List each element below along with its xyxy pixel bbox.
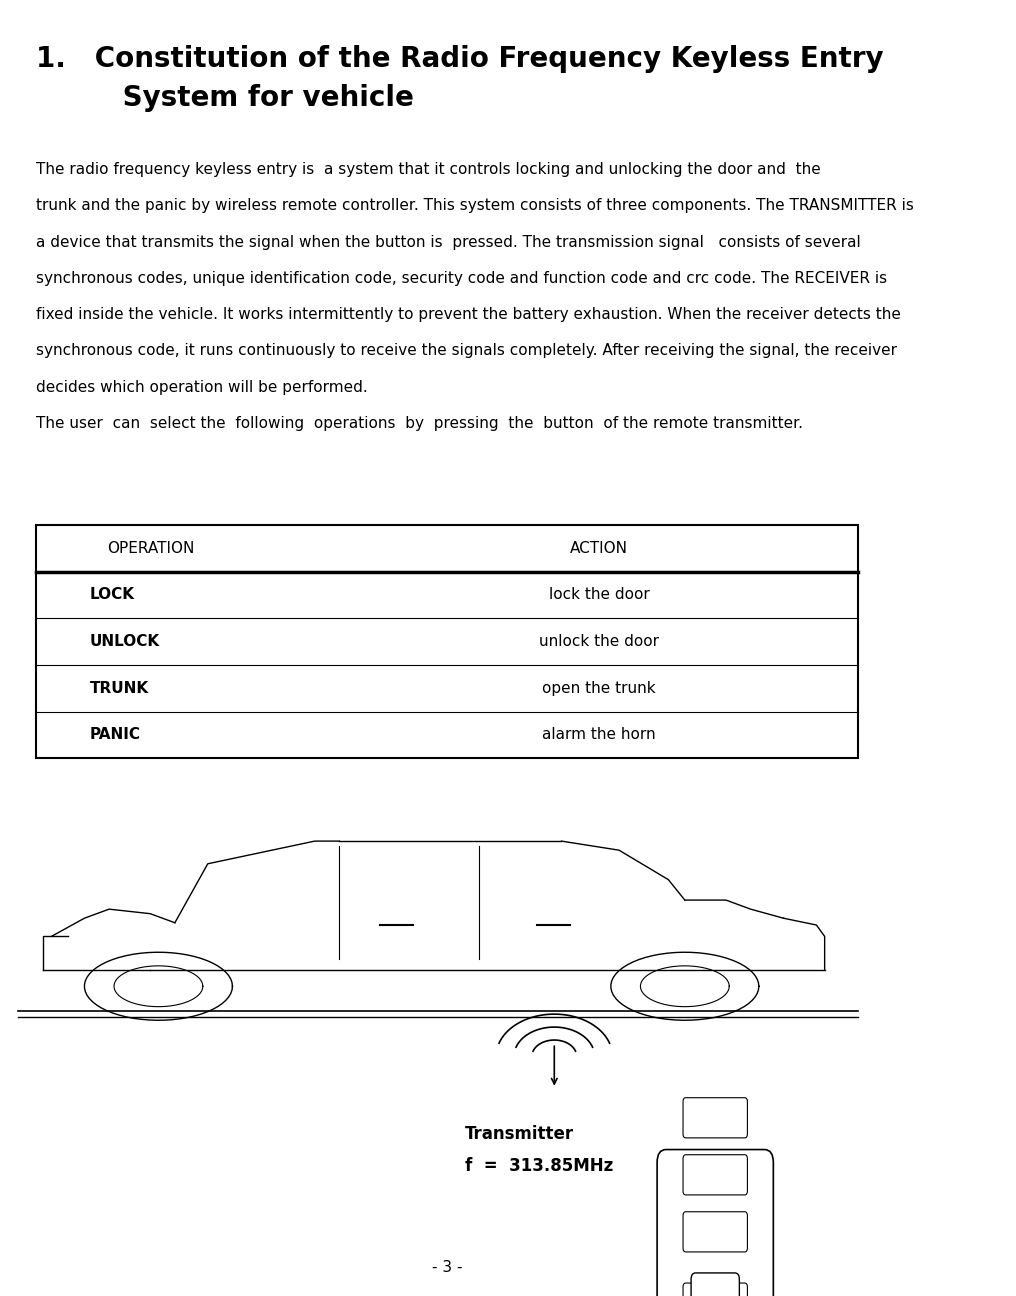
Text: synchronous codes, unique identification code, security code and function code a: synchronous codes, unique identification… (36, 271, 887, 286)
Text: UNLOCK: UNLOCK (89, 634, 160, 649)
Text: fixed inside the vehicle. It works intermittently to prevent the battery exhaust: fixed inside the vehicle. It works inter… (36, 307, 900, 323)
Text: synchronous code, it runs continuously to receive the signals completely. After : synchronous code, it runs continuously t… (36, 343, 897, 359)
Text: LOCK: LOCK (89, 587, 134, 603)
Text: decides which operation will be performed.: decides which operation will be performe… (36, 380, 368, 395)
FancyBboxPatch shape (683, 1212, 748, 1252)
FancyBboxPatch shape (691, 1273, 740, 1296)
Text: a device that transmits the signal when the button is  pressed. The transmission: a device that transmits the signal when … (36, 235, 861, 250)
FancyBboxPatch shape (683, 1283, 748, 1296)
Text: - 3 -: - 3 - (432, 1260, 462, 1275)
Text: f  =  313.85MHz: f = 313.85MHz (465, 1157, 613, 1175)
Text: TRUNK: TRUNK (89, 680, 148, 696)
Text: The radio frequency keyless entry is  a system that it controls locking and unlo: The radio frequency keyless entry is a s… (36, 162, 821, 178)
Text: trunk and the panic by wireless remote controller. This system consists of three: trunk and the panic by wireless remote c… (36, 198, 913, 214)
Text: PANIC: PANIC (89, 727, 140, 743)
Text: 1.   Constitution of the Radio Frequency Keyless Entry: 1. Constitution of the Radio Frequency K… (36, 45, 883, 74)
FancyBboxPatch shape (657, 1150, 773, 1296)
Text: open the trunk: open the trunk (543, 680, 655, 696)
Text: lock the door: lock the door (549, 587, 649, 603)
Text: OPERATION: OPERATION (108, 540, 195, 556)
Text: The user  can  select the  following  operations  by  pressing  the  button  of : The user can select the following operat… (36, 416, 803, 432)
Text: ACTION: ACTION (570, 540, 628, 556)
FancyBboxPatch shape (683, 1098, 748, 1138)
FancyBboxPatch shape (683, 1155, 748, 1195)
Text: unlock the door: unlock the door (539, 634, 659, 649)
Text: alarm the horn: alarm the horn (543, 727, 655, 743)
FancyBboxPatch shape (36, 525, 859, 758)
Text: Transmitter: Transmitter (465, 1125, 574, 1143)
Text: System for vehicle: System for vehicle (36, 84, 414, 113)
